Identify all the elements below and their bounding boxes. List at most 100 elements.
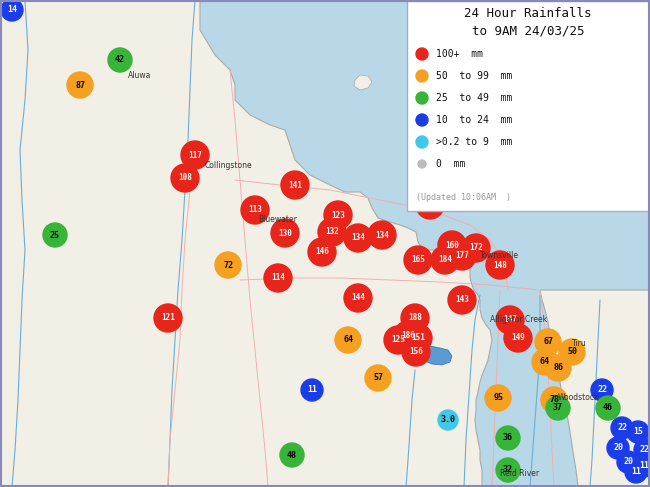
Text: 48: 48: [287, 450, 297, 460]
Circle shape: [394, 321, 422, 349]
Circle shape: [607, 437, 629, 459]
Text: 25: 25: [50, 230, 60, 240]
Circle shape: [401, 304, 429, 332]
Circle shape: [281, 171, 309, 199]
Text: Bluewater: Bluewater: [258, 215, 297, 224]
Circle shape: [438, 410, 458, 430]
Text: 0  mm: 0 mm: [436, 159, 465, 169]
Circle shape: [171, 164, 199, 192]
Text: 22: 22: [640, 446, 650, 454]
Circle shape: [318, 218, 346, 246]
Circle shape: [416, 136, 428, 148]
Text: 188: 188: [408, 314, 422, 322]
Circle shape: [418, 160, 426, 168]
Text: 134: 134: [351, 233, 365, 243]
Circle shape: [416, 191, 444, 219]
Text: 24 Hour Rainfalls
to 9AM 24/03/25: 24 Hour Rainfalls to 9AM 24/03/25: [464, 7, 592, 38]
Text: 37: 37: [553, 404, 563, 412]
Text: 143: 143: [455, 296, 469, 304]
Circle shape: [462, 234, 490, 262]
Circle shape: [485, 385, 511, 411]
Text: 11: 11: [307, 386, 317, 394]
Circle shape: [617, 451, 639, 473]
Circle shape: [476, 182, 504, 210]
Text: 25  to 49  mm: 25 to 49 mm: [436, 93, 512, 103]
Circle shape: [402, 338, 430, 366]
Circle shape: [384, 326, 412, 354]
Circle shape: [1, 0, 23, 21]
Text: 134: 134: [423, 201, 437, 209]
Circle shape: [633, 455, 650, 477]
Circle shape: [431, 246, 459, 274]
Circle shape: [43, 223, 67, 247]
Text: 22: 22: [617, 424, 627, 432]
Text: 42: 42: [115, 56, 125, 64]
Text: Reid River: Reid River: [500, 469, 539, 478]
Text: 67: 67: [543, 337, 553, 346]
Circle shape: [416, 70, 428, 82]
Circle shape: [416, 92, 428, 104]
Text: 22: 22: [597, 386, 607, 394]
Circle shape: [496, 426, 520, 450]
Text: 15: 15: [633, 428, 643, 436]
Text: 50: 50: [567, 348, 577, 356]
Text: Aluwa: Aluwa: [128, 71, 151, 80]
Polygon shape: [354, 75, 372, 90]
Circle shape: [448, 242, 476, 270]
Text: Townsville: Townsville: [480, 251, 519, 260]
Circle shape: [368, 221, 396, 249]
Text: 134: 134: [375, 230, 389, 240]
Text: 86: 86: [553, 363, 563, 373]
Text: 57: 57: [373, 374, 383, 382]
Circle shape: [280, 443, 304, 467]
Text: 147: 147: [503, 316, 517, 324]
Text: 130: 130: [278, 228, 292, 238]
Circle shape: [448, 286, 476, 314]
Text: 10  to 24  mm: 10 to 24 mm: [436, 115, 512, 125]
Circle shape: [535, 329, 561, 355]
Circle shape: [344, 224, 372, 252]
Circle shape: [496, 306, 524, 334]
Text: 117: 117: [188, 150, 202, 160]
Text: 186: 186: [401, 331, 415, 339]
Text: 46: 46: [603, 404, 613, 412]
Text: >0.2 to 9  mm: >0.2 to 9 mm: [436, 137, 512, 147]
Text: 141: 141: [288, 181, 302, 189]
Text: 172: 172: [469, 244, 483, 252]
Circle shape: [324, 201, 352, 229]
Circle shape: [596, 396, 620, 420]
Text: (Updated 10:06AM  ): (Updated 10:06AM ): [416, 193, 511, 202]
Text: 3.0: 3.0: [441, 415, 456, 425]
Text: 20: 20: [623, 457, 633, 467]
Circle shape: [264, 264, 292, 292]
Circle shape: [308, 238, 336, 266]
Circle shape: [416, 48, 428, 60]
FancyBboxPatch shape: [407, 1, 649, 211]
Circle shape: [541, 387, 567, 413]
Text: Collingstone: Collingstone: [205, 161, 253, 170]
Circle shape: [486, 151, 514, 179]
Text: 11: 11: [631, 468, 641, 476]
Text: 156: 156: [409, 348, 423, 356]
Circle shape: [271, 219, 299, 247]
Circle shape: [67, 72, 93, 98]
Text: 78: 78: [549, 395, 559, 405]
Text: 165: 165: [411, 256, 425, 264]
Text: 20: 20: [613, 444, 623, 452]
Text: 184: 184: [438, 256, 452, 264]
Text: Woodstock: Woodstock: [558, 393, 599, 402]
Circle shape: [404, 324, 432, 352]
Circle shape: [335, 327, 361, 353]
Circle shape: [486, 251, 514, 279]
Circle shape: [344, 284, 372, 312]
Text: 147: 147: [493, 161, 507, 169]
Text: 100+  mm: 100+ mm: [436, 49, 483, 59]
Circle shape: [215, 252, 241, 278]
Text: 64: 64: [540, 357, 550, 367]
Text: 160: 160: [445, 241, 459, 249]
Text: 64: 64: [343, 336, 353, 344]
Text: 32: 32: [503, 466, 513, 474]
Text: 148: 148: [493, 261, 507, 269]
Text: 177: 177: [455, 251, 469, 261]
Circle shape: [546, 396, 570, 420]
